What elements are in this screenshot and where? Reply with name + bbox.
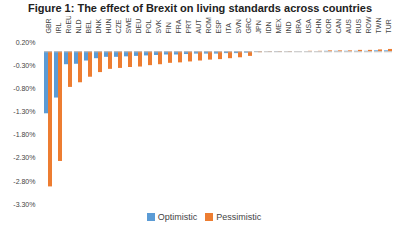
svg-text:FRA: FRA [175, 19, 182, 33]
svg-text:HUN: HUN [105, 18, 112, 33]
svg-text:CHN: CHN [315, 18, 322, 33]
svg-text:ITA: ITA [225, 23, 232, 34]
svg-text:CZE: CZE [115, 19, 122, 33]
svg-text:MEX: MEX [275, 18, 282, 34]
svg-text:POL: POL [145, 19, 152, 33]
svg-text:GRC: GRC [245, 18, 252, 34]
svg-text:-1.80%: -1.80% [13, 131, 35, 138]
svg-text:CAN: CAN [335, 19, 342, 34]
svg-text:AUT: AUT [195, 19, 202, 34]
svg-text:TUR: TUR [385, 19, 392, 33]
svg-text:BEL: BEL [85, 20, 92, 33]
svg-text:-2.30%: -2.30% [13, 154, 35, 161]
svg-text:GBR: GBR [45, 18, 52, 33]
svg-text:IND: IND [285, 21, 292, 33]
svg-text:NLD: NLD [75, 19, 82, 33]
svg-text:-1.30%: -1.30% [13, 108, 35, 115]
svg-text:PRT: PRT [185, 19, 192, 34]
svg-text:IRL: IRL [55, 23, 62, 34]
svg-text:TWN: TWN [375, 18, 382, 34]
svg-text:-0.30%: -0.30% [13, 62, 35, 69]
svg-text:JPN: JPN [255, 20, 262, 33]
svg-text:ESP: ESP [215, 19, 222, 33]
svg-text:IDN: IDN [265, 21, 272, 33]
svg-text:RUS: RUS [355, 18, 362, 33]
svg-text:SVK: SVK [155, 19, 162, 33]
svg-text:KOR: KOR [325, 18, 332, 33]
html-text:Pessimistic: Pessimistic [216, 212, 262, 222]
svg-text:0.20%: 0.20% [16, 39, 36, 46]
html-text:Figure 1: The effect of Brexit: Figure 1: The effect of Brexit on living… [27, 2, 373, 14]
svg-text:DEU: DEU [135, 19, 142, 34]
svg-text:ROW: ROW [365, 16, 372, 34]
svg-text:SVN: SVN [235, 19, 242, 33]
html-text:Optimistic: Optimistic [157, 212, 198, 222]
svg-text:ROM: ROM [205, 17, 212, 34]
svg-text:USA: USA [305, 19, 312, 34]
svg-text:-0.80%: -0.80% [13, 85, 35, 92]
svg-text:-3.30%: -3.30% [13, 201, 35, 208]
svg-text:AUS: AUS [345, 19, 352, 34]
svg-text:DNK: DNK [95, 18, 102, 33]
svg-text:-2.80%: -2.80% [13, 178, 35, 185]
svg-text:SWE: SWE [125, 17, 132, 33]
svg-text:BRA: BRA [295, 19, 302, 34]
svg-text:RoEU: RoEU [65, 16, 72, 34]
svg-text:FIN: FIN [165, 22, 172, 33]
